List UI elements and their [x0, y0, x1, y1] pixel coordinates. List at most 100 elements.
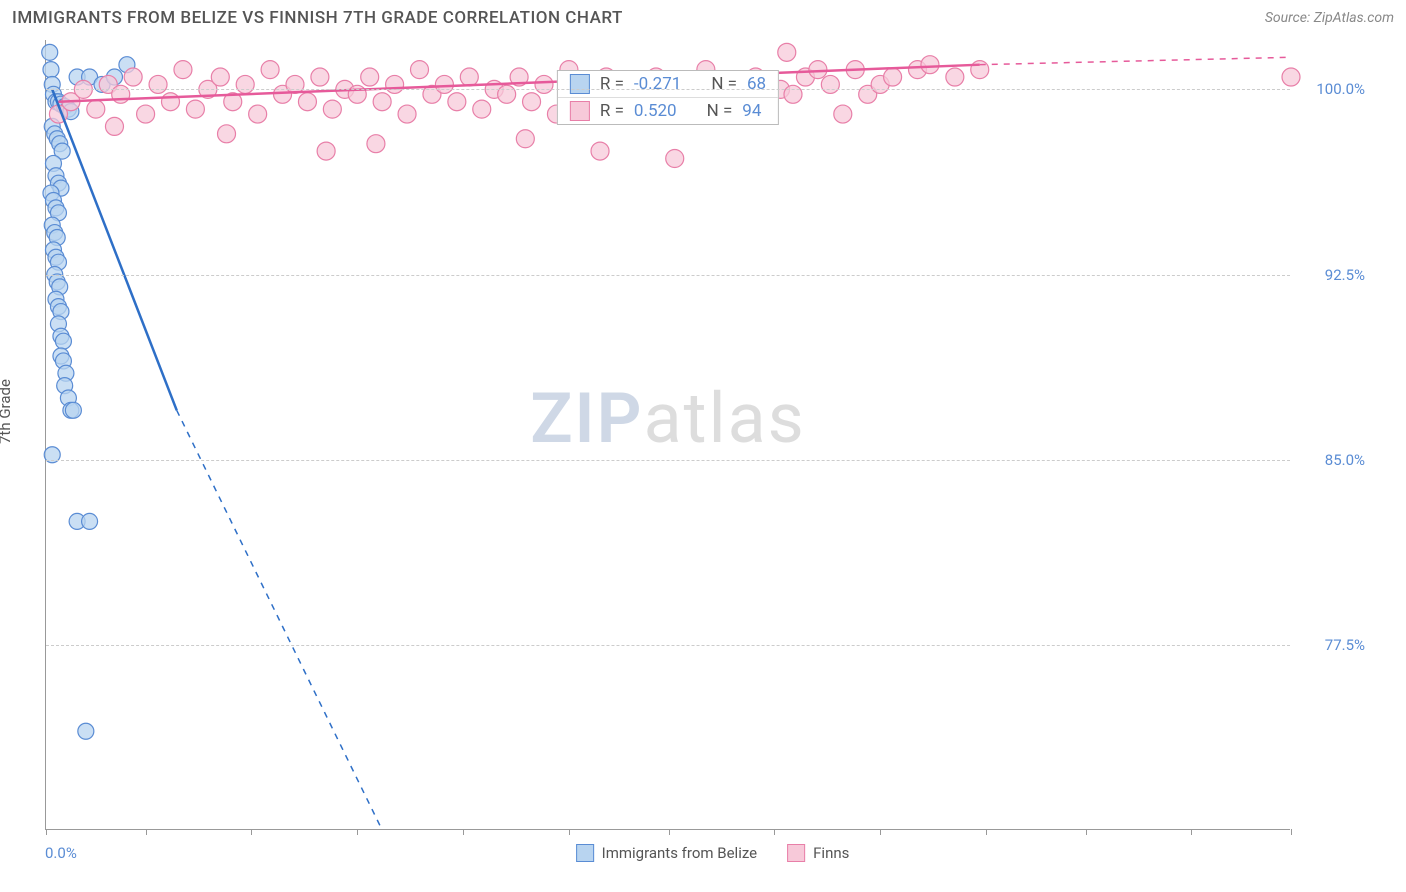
chart-source: Source: ZipAtlas.com	[1265, 10, 1394, 26]
x-axis-tick	[880, 829, 881, 835]
scatter-point	[373, 93, 391, 111]
x-axis-tick	[1086, 829, 1087, 835]
stats-row: R = -0.271 N = 68	[558, 71, 778, 97]
scatter-point	[367, 135, 385, 153]
scatter-point	[65, 402, 81, 418]
y-axis-title: 7th Grade	[0, 379, 14, 444]
scatter-point	[311, 68, 329, 86]
gridline-h	[46, 460, 1290, 461]
scatter-point	[42, 44, 58, 60]
stats-box: R =-0.271N =68R =0.520N =94	[557, 70, 779, 125]
plot-area: ZIPatlas R =-0.271N =68R =0.520N =94	[45, 40, 1290, 830]
scatter-point	[317, 142, 335, 160]
scatter-point	[666, 150, 684, 168]
y-axis-tick-label: 92.5%	[1290, 266, 1365, 284]
y-axis-tick-label: 85.0%	[1290, 451, 1365, 469]
scatter-point	[124, 68, 142, 86]
stats-n-value: 68	[747, 74, 766, 94]
legend-label: Immigrants from Belize	[602, 844, 758, 862]
scatter-point	[516, 130, 534, 148]
scatter-point	[211, 68, 229, 86]
scatter-point	[946, 68, 964, 86]
x-axis-tick	[1291, 829, 1292, 835]
scatter-point	[398, 105, 416, 123]
x-axis-tick	[463, 829, 464, 835]
scatter-point	[784, 85, 802, 103]
scatter-point	[809, 61, 827, 79]
scatter-point	[186, 100, 204, 118]
scatter-point	[87, 100, 105, 118]
scatter-point	[535, 75, 553, 93]
scatter-point	[249, 105, 267, 123]
scatter-point	[43, 62, 59, 78]
scatter-point	[498, 85, 516, 103]
gridline-h	[46, 275, 1290, 276]
stats-swatch	[570, 74, 590, 94]
scatter-point	[435, 75, 453, 93]
scatter-point	[149, 75, 167, 93]
x-axis-tick	[357, 829, 358, 835]
x-axis-tick	[1191, 829, 1192, 835]
scatter-point	[261, 61, 279, 79]
scatter-point	[448, 93, 466, 111]
scatter-point	[162, 93, 180, 111]
scatter-point	[821, 75, 839, 93]
scatter-point	[778, 43, 796, 61]
x-axis-tick	[774, 829, 775, 835]
scatter-point	[348, 85, 366, 103]
legend-item: Finns	[787, 844, 849, 862]
scatter-point	[361, 68, 379, 86]
stats-r-label: R =	[600, 74, 624, 94]
plot-wrap: 7th Grade ZIPatlas R =-0.271N =68R =0.52…	[45, 40, 1380, 830]
gridline-h	[46, 645, 1290, 646]
chart-title: IMMIGRANTS FROM BELIZE VS FINNISH 7TH GR…	[12, 8, 623, 28]
x-axis-tick	[251, 829, 252, 835]
x-axis-min-label: 0.0%	[45, 844, 77, 862]
x-axis-tick	[986, 829, 987, 835]
stats-n-label: N =	[711, 74, 737, 94]
scatter-point	[323, 100, 341, 118]
x-axis-tick	[46, 829, 47, 835]
regression-line-extrapolated	[177, 410, 382, 830]
legend-item: Immigrants from Belize	[576, 844, 758, 862]
scatter-point	[236, 75, 254, 93]
x-axis-max-label: 100.0%	[1390, 844, 1406, 862]
stats-n-label: N =	[707, 101, 733, 121]
scatter-point	[971, 61, 989, 79]
scatter-point	[591, 142, 609, 160]
legend-label: Finns	[813, 844, 849, 862]
scatter-point	[523, 93, 541, 111]
stats-n-value: 94	[742, 101, 761, 121]
stats-swatch	[570, 101, 590, 121]
scatter-point	[218, 125, 236, 143]
scatter-point	[174, 61, 192, 79]
y-axis-tick-label: 77.5%	[1290, 636, 1365, 654]
legend-swatch	[787, 844, 805, 862]
y-axis-tick-label: 100.0%	[1290, 80, 1365, 98]
stats-r-value: 0.520	[634, 101, 677, 121]
x-axis-tick	[146, 829, 147, 835]
stats-r-label: R =	[600, 101, 624, 121]
legend-bottom: Immigrants from Belize Finns	[576, 844, 850, 862]
scatter-point	[386, 75, 404, 93]
scatter-point	[473, 100, 491, 118]
regression-line-extrapolated	[980, 57, 1291, 64]
scatter-point	[137, 105, 155, 123]
stats-r-value: -0.271	[634, 74, 681, 94]
scatter-point	[82, 513, 98, 529]
scatter-point	[55, 333, 71, 349]
chart-svg	[46, 40, 1290, 829]
scatter-point	[921, 56, 939, 74]
gridline-h	[46, 89, 1290, 90]
scatter-point	[460, 68, 478, 86]
chart-header: IMMIGRANTS FROM BELIZE VS FINNISH 7TH GR…	[0, 0, 1406, 32]
x-axis-tick	[669, 829, 670, 835]
x-axis-tick	[569, 829, 570, 835]
scatter-point	[298, 93, 316, 111]
scatter-point	[105, 117, 123, 135]
scatter-point	[411, 61, 429, 79]
stats-row: R = 0.520 N = 94	[558, 97, 778, 124]
scatter-point	[834, 105, 852, 123]
scatter-point	[884, 68, 902, 86]
legend-swatch	[576, 844, 594, 862]
